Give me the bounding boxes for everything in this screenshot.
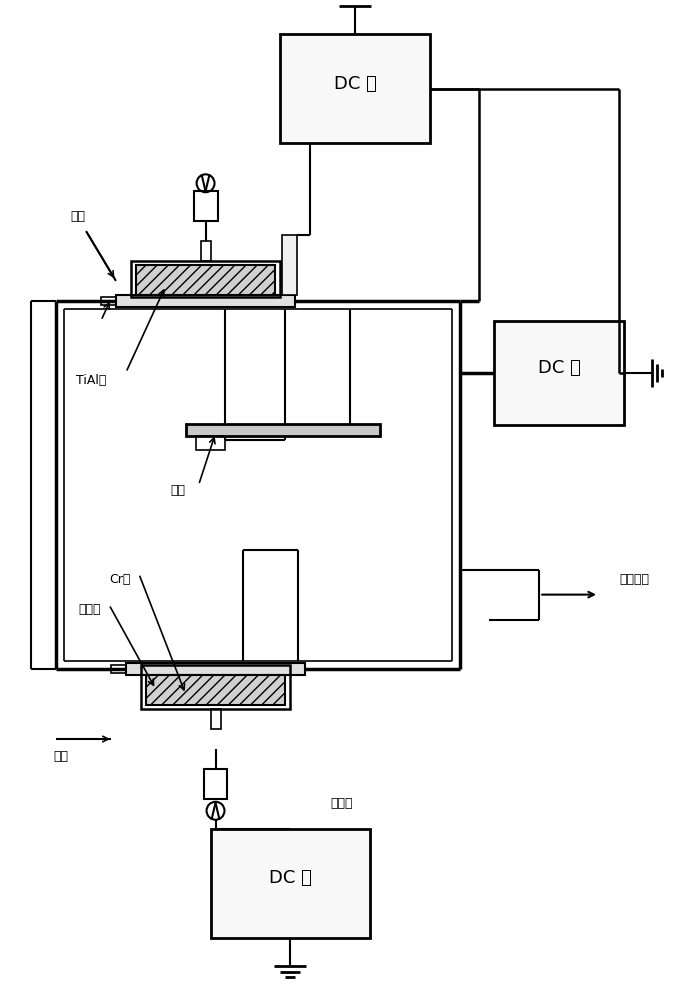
Text: DC 源: DC 源 <box>333 75 376 93</box>
Bar <box>196 436 225 450</box>
Bar <box>141 665 290 709</box>
Bar <box>185 424 380 436</box>
Bar <box>101 297 116 305</box>
Text: 气体: 气体 <box>70 210 85 223</box>
Bar <box>200 241 211 261</box>
Bar <box>211 709 220 729</box>
Bar <box>126 663 305 675</box>
Text: 触发器: 触发器 <box>330 797 353 810</box>
Text: 泵吸系统: 泵吸系统 <box>619 573 649 586</box>
Bar <box>211 829 370 938</box>
Text: 气体: 气体 <box>54 750 69 763</box>
Text: 零件: 零件 <box>171 484 185 497</box>
Text: DC 源: DC 源 <box>537 359 581 377</box>
Bar <box>495 321 624 425</box>
Bar <box>280 34 430 143</box>
Bar <box>282 235 297 295</box>
Text: Cr靶: Cr靶 <box>110 573 131 586</box>
Bar <box>131 261 280 297</box>
Bar <box>116 295 295 307</box>
Bar <box>194 191 218 221</box>
Text: TiAl靶: TiAl靶 <box>76 374 106 387</box>
Bar <box>203 769 227 799</box>
Text: DC 源: DC 源 <box>269 869 311 887</box>
Bar <box>111 665 126 673</box>
Text: 过滤器: 过滤器 <box>79 603 101 616</box>
Bar <box>146 675 285 705</box>
Bar <box>136 265 276 295</box>
